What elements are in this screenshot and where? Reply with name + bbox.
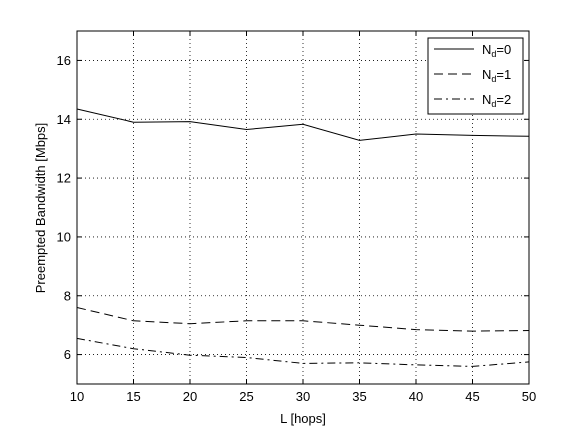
x-tick-label: 25	[239, 389, 253, 404]
tick-labels: 10 15 20 25 30 35 40 45 50 6 8 10 12 14 16	[57, 53, 537, 404]
legend-box	[427, 37, 524, 115]
y-tick-label: 6	[64, 347, 71, 362]
x-tick-label: 30	[296, 389, 310, 404]
legend-label-0: Nd=0	[482, 42, 511, 59]
x-tick-label: 10	[70, 389, 84, 404]
y-tick-label: 10	[57, 229, 71, 244]
series-line-2	[76, 337, 530, 367]
series-line-0	[76, 108, 530, 141]
y-tick-label: 8	[64, 288, 71, 303]
x-axis-title: L [hops]	[280, 411, 326, 426]
x-tick-label: 45	[465, 389, 479, 404]
legend: Nd=0 Nd=1 Nd=2	[427, 37, 524, 115]
y-tick-label: 16	[57, 53, 71, 68]
x-tick-label: 20	[183, 389, 197, 404]
x-tick-label: 15	[126, 389, 140, 404]
x-tick-label: 40	[409, 389, 423, 404]
y-tick-label: 14	[57, 112, 71, 127]
y-tick-label: 12	[57, 171, 71, 186]
x-tick-label: 35	[352, 389, 366, 404]
legend-label-1: Nd=1	[482, 67, 511, 84]
series-lines	[76, 108, 530, 367]
x-tick-label: 50	[522, 389, 536, 404]
axis-ticks	[76, 31, 530, 384]
series-line-1	[76, 307, 530, 332]
legend-label-2: Nd=2	[482, 92, 511, 109]
y-axis-title: Preempted Bandwidth [Mbps]	[33, 123, 48, 294]
